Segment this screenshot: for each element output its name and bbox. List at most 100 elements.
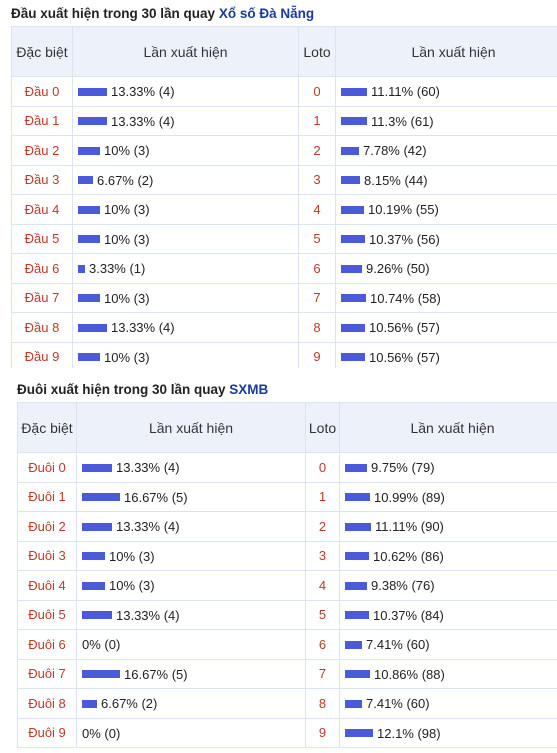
freq-bar [78, 353, 100, 362]
table-row: Đuôi 6 0% (0) 6 7.41% (60) [17, 629, 557, 660]
freq-cell: 13.33% (4) [72, 105, 299, 136]
freq-bar [78, 87, 107, 96]
loto-freq-cell: 9.38% (76) [339, 570, 557, 601]
loto-freq-value: 10.37% (84) [373, 607, 444, 623]
header-freq-loto: Lần xuất hiện [335, 26, 557, 77]
row-label: Đuôi 3 [17, 540, 77, 571]
row-label: Đuôi 6 [17, 629, 77, 660]
loto-number: 2 [298, 135, 336, 166]
freq-cell: 13.33% (4) [72, 312, 299, 343]
loto-freq-bar [341, 117, 367, 126]
table-row: Đuôi 5 13.33% (4) 5 10.37% (84) [17, 599, 557, 630]
freq-value: 13.33% (4) [111, 113, 175, 129]
freq-bar [82, 463, 112, 472]
duoi-title: Đuôi xuất hiện trong 30 lần quay SXMB [17, 382, 268, 397]
row-label: Đầu 0 [11, 76, 73, 107]
loto-number: 5 [298, 223, 336, 254]
loto-freq-bar [345, 493, 370, 502]
loto-number: 7 [305, 658, 340, 689]
freq-value: 6.67% (2) [101, 696, 158, 712]
loto-freq-cell: 7.41% (60) [339, 629, 557, 660]
loto-freq-bar [345, 611, 369, 620]
loto-freq-cell: 10.19% (55) [335, 194, 557, 225]
header-freq: Lần xuất hiện [72, 26, 299, 77]
freq-bar [82, 611, 112, 620]
table-row: Đầu 5 10% (3) 5 10.37% (56) [11, 223, 557, 254]
loto-number: 9 [298, 341, 336, 368]
table-row: Đuôi 3 10% (3) 3 10.62% (86) [17, 540, 557, 571]
table-row: Đuôi 1 16.67% (5) 1 10.99% (89) [17, 481, 557, 512]
loto-freq-value: 7.41% (60) [366, 696, 430, 712]
freq-bar [78, 146, 100, 155]
loto-freq-value: 10.56% (57) [369, 320, 440, 336]
freq-bar [82, 552, 105, 561]
dau-table-body: Đầu 0 13.33% (4) 0 11.11% (60) Đầu 1 13.33% (… [11, 76, 557, 368]
freq-value: 10% (3) [109, 578, 155, 594]
loto-freq-value: 10.62% (86) [373, 548, 444, 564]
loto-freq-value: 11.11% (60) [371, 84, 440, 100]
freq-cell: 0% (0) [76, 629, 306, 660]
row-label: Đuôi 2 [17, 511, 77, 542]
loto-number: 0 [305, 452, 340, 483]
dau-title-link[interactable]: Xổ số Đà Nẵng [218, 6, 315, 21]
freq-cell: 16.67% (5) [76, 481, 306, 512]
loto-freq-bar [345, 699, 362, 708]
freq-value: 0% (0) [82, 725, 121, 741]
table-row: Đuôi 8 6.67% (2) 8 7.41% (60) [17, 688, 557, 719]
table-row: Đuôi 9 0% (0) 9 12.1% (98) [17, 717, 557, 748]
table-row: Đầu 6 3.33% (1) 6 9.26% (50) [11, 253, 557, 284]
loto-freq-cell: 11.3% (61) [335, 105, 557, 136]
loto-freq-cell: 10.62% (86) [339, 540, 557, 571]
freq-cell: 6.67% (2) [76, 688, 306, 719]
header-special: Đặc biệt [17, 402, 77, 453]
loto-freq-bar [341, 235, 365, 244]
freq-bar [82, 493, 120, 502]
loto-number: 8 [298, 312, 336, 343]
loto-freq-value: 9.38% (76) [371, 578, 435, 594]
dau-table: Đặc biệt Lần xuất hiện Loto Lần xuất hiệ… [11, 26, 557, 368]
header-freq: Lần xuất hiện [76, 402, 306, 453]
loto-freq-value: 10.56% (57) [369, 349, 440, 365]
loto-number: 3 [305, 540, 340, 571]
freq-bar [78, 235, 100, 244]
table-row: Đầu 2 10% (3) 2 7.78% (42) [11, 135, 557, 166]
loto-freq-cell: 10.99% (89) [339, 481, 557, 512]
freq-value: 13.33% (4) [116, 607, 180, 623]
loto-freq-bar [341, 323, 365, 332]
loto-number: 4 [298, 194, 336, 225]
freq-value: 10% (3) [104, 143, 150, 159]
loto-freq-value: 10.37% (56) [369, 231, 440, 247]
duoi-title-link[interactable]: SXMB [229, 382, 269, 397]
row-label: Đầu 6 [11, 253, 73, 284]
row-label: Đầu 3 [11, 164, 73, 195]
freq-bar [78, 205, 100, 214]
loto-freq-bar [345, 670, 370, 679]
table-row: Đầu 0 13.33% (4) 0 11.11% (60) [11, 76, 557, 107]
loto-freq-value: 10.99% (89) [374, 489, 445, 505]
freq-value: 0% (0) [82, 637, 121, 653]
row-label: Đuôi 9 [17, 717, 77, 748]
freq-cell: 10% (3) [76, 570, 306, 601]
loto-freq-cell: 7.41% (60) [339, 688, 557, 719]
loto-freq-bar [341, 353, 365, 362]
table-row: Đầu 4 10% (3) 4 10.19% (55) [11, 194, 557, 225]
dau-title: Đầu xuất hiện trong 30 lần quay Xổ số Đà… [11, 6, 314, 21]
freq-value: 13.33% (4) [111, 84, 175, 100]
duoi-table: Đặc biệt Lần xuất hiện Loto Lần xuất hiệ… [17, 402, 557, 748]
loto-freq-value: 8.15% (44) [364, 172, 428, 188]
freq-bar [78, 323, 107, 332]
freq-cell: 10% (3) [72, 194, 299, 225]
loto-freq-cell: 10.37% (84) [339, 599, 557, 630]
freq-cell: 13.33% (4) [76, 452, 306, 483]
row-label: Đầu 1 [11, 105, 73, 136]
loto-freq-value: 10.86% (88) [374, 666, 445, 682]
loto-freq-bar [341, 146, 359, 155]
loto-freq-value: 10.19% (55) [368, 202, 439, 218]
table-row: Đuôi 4 10% (3) 4 9.38% (76) [17, 570, 557, 601]
header-special: Đặc biệt [11, 26, 73, 77]
row-label: Đầu 2 [11, 135, 73, 166]
duoi-title-text: Đuôi xuất hiện trong 30 lần quay [17, 382, 226, 397]
loto-freq-bar [345, 640, 362, 649]
freq-cell: 10% (3) [72, 341, 299, 368]
loto-number: 4 [305, 570, 340, 601]
